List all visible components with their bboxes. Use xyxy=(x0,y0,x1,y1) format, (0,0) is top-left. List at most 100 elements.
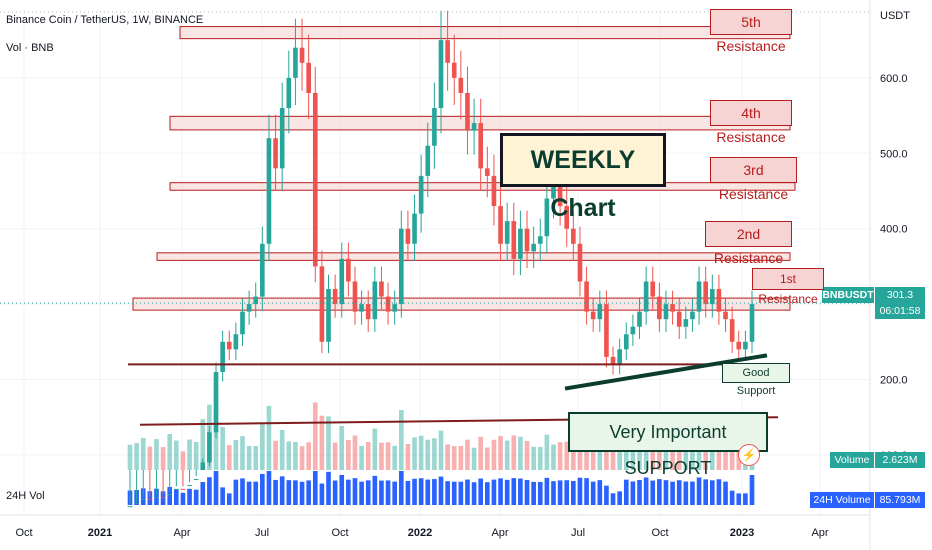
volume-bar xyxy=(425,439,431,470)
volume-indicator-label: Vol · BNB xyxy=(6,42,54,54)
vol24-bar xyxy=(571,481,576,505)
candle-body xyxy=(326,289,331,342)
vol24-bar xyxy=(372,475,378,505)
candle-body xyxy=(293,47,298,78)
time-tick-label: Apr xyxy=(173,527,190,539)
vol24-bar xyxy=(716,479,722,505)
trendline xyxy=(564,353,768,391)
volume-bar xyxy=(240,436,245,470)
vol24-bar xyxy=(511,478,517,505)
vol24-bar xyxy=(392,481,397,505)
volume-bar xyxy=(445,444,450,470)
volume-bar xyxy=(663,441,669,470)
volume-bar xyxy=(312,402,318,470)
vol24-bar xyxy=(425,479,431,505)
candle-body xyxy=(670,304,675,312)
vol24-bar xyxy=(160,491,166,505)
vol24-bar xyxy=(346,479,351,505)
candle-body xyxy=(564,206,570,229)
vol24-bar xyxy=(723,481,728,505)
volume-bar xyxy=(524,441,530,470)
candle-body xyxy=(412,213,417,244)
candle-body xyxy=(524,228,530,252)
volume-bar xyxy=(709,442,715,470)
vol24-bar xyxy=(306,480,311,505)
resistance-5-label: 5th Resistance xyxy=(710,9,792,54)
volume-bar xyxy=(187,439,192,470)
volume-bar xyxy=(498,436,503,470)
vol24-bar xyxy=(637,480,642,505)
volume-bar xyxy=(458,446,464,470)
candle-body xyxy=(577,243,583,282)
price-tick-label: 500.0 xyxy=(880,148,908,160)
lightning-icon[interactable]: ⚡ xyxy=(738,444,760,466)
resistance-2-label: 2nd Resistance xyxy=(705,221,792,266)
vol24-bar xyxy=(590,481,596,505)
candle-body xyxy=(465,92,470,131)
vol24-bar xyxy=(597,480,603,505)
volume-bar xyxy=(279,430,285,470)
vol24-bar xyxy=(485,482,490,505)
volume-bar xyxy=(200,419,206,470)
candle-body xyxy=(657,296,662,320)
volume-bar xyxy=(690,445,695,470)
vol24-bar xyxy=(240,478,245,505)
vol24-bar xyxy=(253,481,259,505)
volume-bar xyxy=(398,410,404,470)
vol24-bar xyxy=(663,480,669,505)
candle-body xyxy=(498,206,503,244)
candle-body xyxy=(584,281,589,312)
symbol-tag: BNBUSDT xyxy=(822,287,874,303)
candle-body xyxy=(623,334,629,350)
vol24-indicator-label: 24H Vol xyxy=(6,490,45,502)
resistance-zone-2 xyxy=(156,252,791,261)
volume-bar xyxy=(160,447,166,470)
vol24-bar xyxy=(617,491,622,505)
candle-body xyxy=(597,304,603,320)
volume-bar xyxy=(379,442,384,470)
volume-bar xyxy=(266,405,272,470)
volume-bar xyxy=(518,436,523,470)
candle-body xyxy=(703,281,708,305)
volume-bar xyxy=(544,434,550,470)
volume-bar xyxy=(537,446,543,470)
candle-body xyxy=(220,341,225,372)
resistance-zone-5 xyxy=(179,26,791,40)
vol24-bar xyxy=(729,490,735,505)
vol24-bar xyxy=(432,479,437,505)
volume-bar xyxy=(438,430,444,470)
candle-body xyxy=(478,123,484,169)
candle-body xyxy=(306,62,311,93)
candle-body xyxy=(663,304,669,320)
vol24-bar xyxy=(352,478,358,505)
vol24-bar xyxy=(286,480,292,505)
volume-bar xyxy=(617,439,622,470)
candle-body xyxy=(690,311,695,320)
candle-body xyxy=(749,304,755,342)
candle-body xyxy=(491,175,497,207)
candle-body xyxy=(339,258,345,305)
volume-bar xyxy=(478,436,484,470)
candles xyxy=(127,10,755,508)
vol24-bar xyxy=(630,481,636,505)
volume-bar xyxy=(147,446,153,470)
resistance-3-label: 3rd Resistance xyxy=(710,157,797,202)
candle-body xyxy=(246,304,252,312)
candle-body xyxy=(260,243,265,297)
weekly-chart-label: WEEKLY Chart xyxy=(500,133,666,222)
vol24-bar xyxy=(299,481,305,505)
vol24-bar xyxy=(524,480,530,505)
volume-bar xyxy=(127,444,133,470)
vol24-bar xyxy=(650,480,656,505)
volume-bar xyxy=(531,446,536,470)
volume-bar xyxy=(590,445,596,470)
volume-bar xyxy=(485,447,490,470)
volume-bar xyxy=(491,439,497,470)
volume-bar xyxy=(504,440,510,470)
vol24-bar xyxy=(577,477,583,505)
time-tick-label: Apr xyxy=(491,527,508,539)
vol24-bars xyxy=(127,471,755,505)
vol24-bar xyxy=(379,480,384,505)
volume-bar xyxy=(723,445,728,470)
